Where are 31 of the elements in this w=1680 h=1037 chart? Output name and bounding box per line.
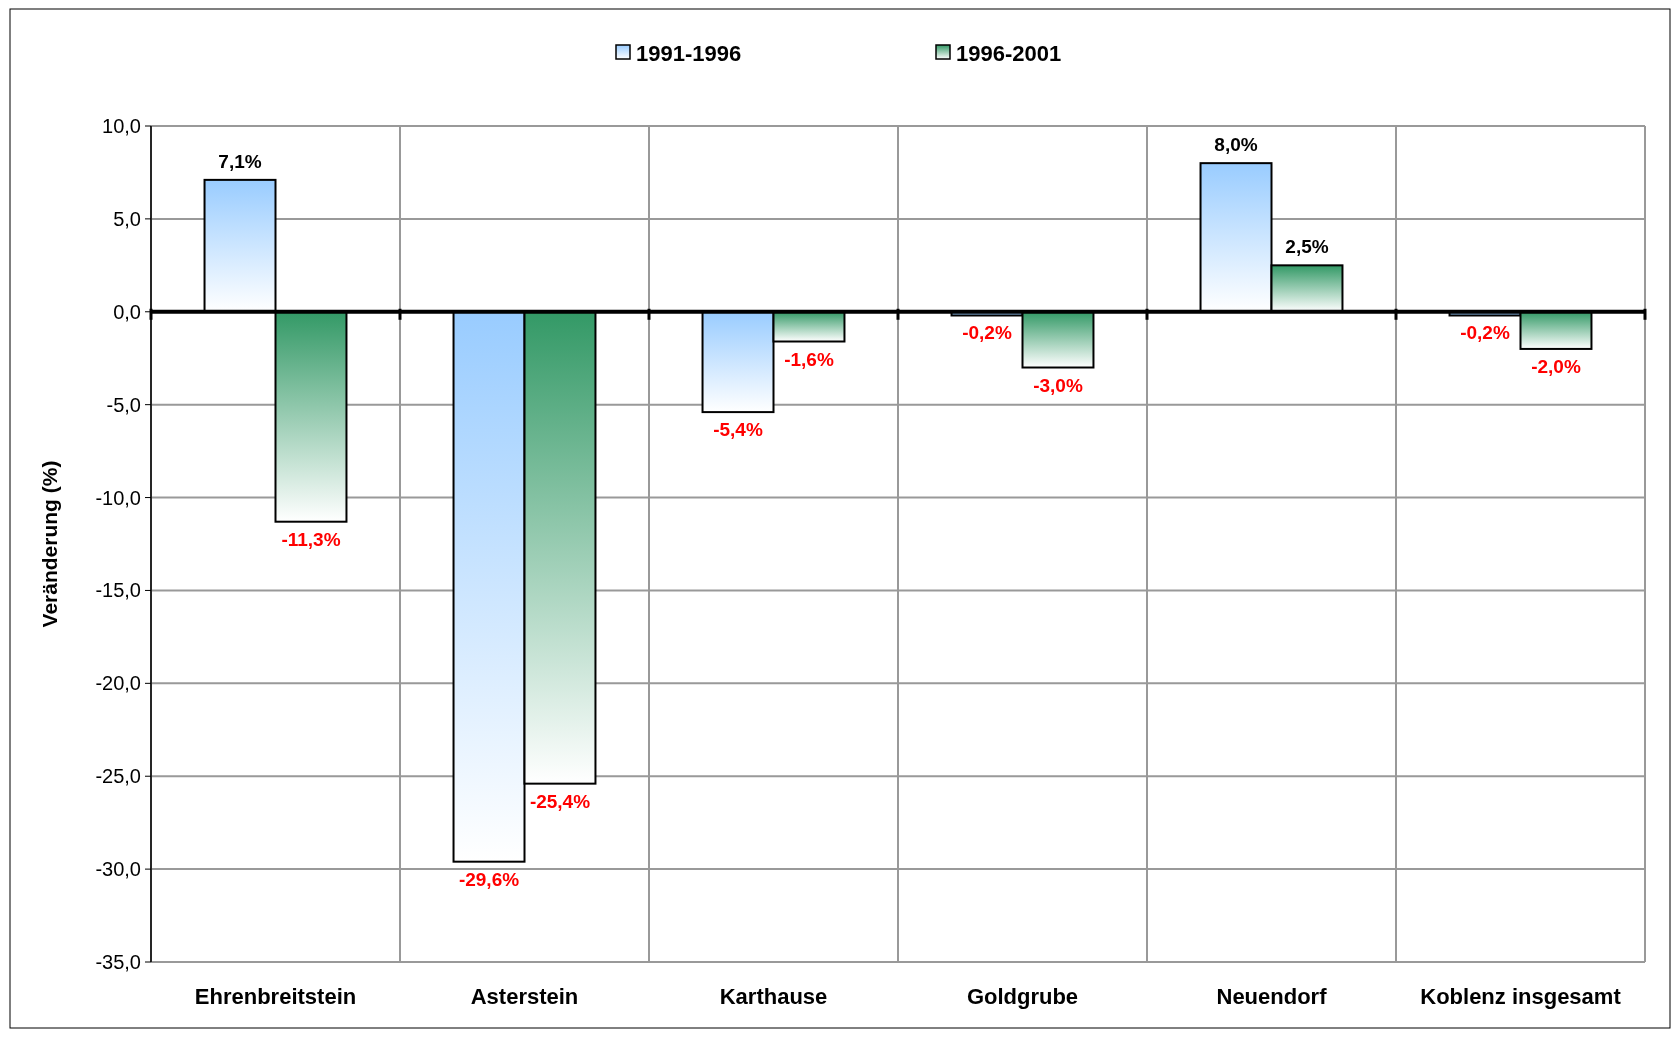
data-label: -1,6% bbox=[784, 348, 834, 370]
data-label: -25,4% bbox=[529, 790, 591, 812]
data-label: -0,2% bbox=[1460, 322, 1510, 344]
y-tick-label: -30,0 bbox=[95, 858, 141, 881]
data-label: -2,0% bbox=[1531, 355, 1581, 377]
data-label: 8,0% bbox=[1214, 134, 1258, 156]
y-axis-title: Veränderung (%) bbox=[38, 460, 61, 628]
y-tick-label: 0,0 bbox=[113, 300, 141, 323]
data-label: 7,1% bbox=[218, 150, 262, 172]
data-label: -0,2% bbox=[962, 322, 1012, 344]
y-tick-label: -20,0 bbox=[95, 672, 141, 695]
y-tick-label: -15,0 bbox=[95, 579, 141, 602]
y-tick-label: -10,0 bbox=[95, 486, 141, 509]
x-tick-label: Asterstein bbox=[470, 984, 579, 1009]
y-tick-label: -5,0 bbox=[106, 393, 141, 416]
y-tick-label: -25,0 bbox=[95, 765, 141, 788]
data-label: -5,4% bbox=[713, 419, 763, 441]
legend-label: 1996-2001 bbox=[956, 40, 1062, 66]
x-tick-label: Karthause bbox=[719, 984, 828, 1009]
x-tick-label: Ehrenbreitstein bbox=[194, 984, 357, 1009]
data-label: -29,6% bbox=[458, 868, 520, 890]
x-tick-label: Neuendorf bbox=[1216, 984, 1328, 1009]
y-tick-label: 10,0 bbox=[102, 115, 141, 137]
data-label: -11,3% bbox=[281, 528, 341, 550]
x-tick-label: Koblenz insgesamt bbox=[1420, 984, 1622, 1009]
y-tick-label: 5,0 bbox=[113, 207, 141, 230]
x-tick-label: Goldgrube bbox=[966, 984, 1079, 1009]
y-tick-label: -35,0 bbox=[95, 951, 141, 973]
legend-label: 1991-1996 bbox=[636, 40, 742, 66]
data-label: -3,0% bbox=[1033, 374, 1083, 396]
data-label: 2,5% bbox=[1285, 236, 1329, 258]
